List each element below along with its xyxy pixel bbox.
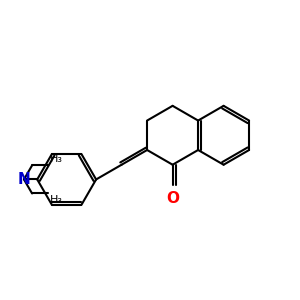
Text: H₃: H₃ [50, 195, 63, 205]
Text: H₃: H₃ [50, 154, 63, 164]
Text: N: N [18, 172, 30, 187]
Text: O: O [166, 190, 179, 206]
